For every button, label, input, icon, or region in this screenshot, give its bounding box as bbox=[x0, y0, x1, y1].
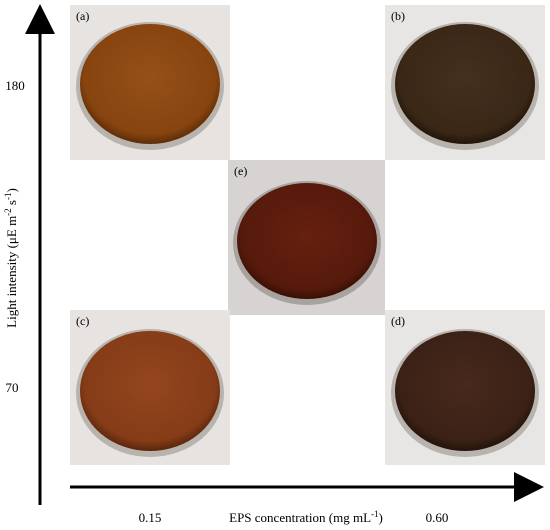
panel-b: (b) bbox=[385, 5, 545, 160]
panel-label: (a) bbox=[76, 9, 89, 23]
x-tick-label: 0.15 bbox=[139, 510, 162, 525]
label-part: Light intensity (μE m bbox=[4, 216, 19, 328]
label-sup: -1 bbox=[3, 192, 13, 200]
panel-a: (a) bbox=[70, 5, 230, 160]
panel-label: (d) bbox=[391, 314, 405, 328]
label-part: s bbox=[4, 200, 19, 208]
panel-e: (e) bbox=[228, 160, 385, 315]
panel-label: (c) bbox=[76, 314, 89, 328]
y-axis-label: Light intensity (μE m-2 s-1) bbox=[3, 188, 19, 328]
panel-label: (b) bbox=[391, 9, 405, 23]
y-tick-label: 180 bbox=[5, 78, 25, 93]
panel-d: (d) bbox=[385, 310, 545, 465]
y-tick-label: 70 bbox=[6, 380, 19, 395]
label-part: ) bbox=[379, 510, 383, 525]
label-part: EPS concentration (mg mL bbox=[229, 510, 371, 525]
label-sup: -2 bbox=[3, 208, 13, 216]
label-sup: -1 bbox=[371, 509, 379, 519]
label-part: ) bbox=[4, 188, 19, 192]
panel-label: (e) bbox=[234, 164, 247, 178]
panel-c: (c) bbox=[70, 310, 230, 465]
x-axis-label: EPS concentration (mg mL-1) bbox=[229, 509, 383, 525]
x-tick-label: 0.60 bbox=[426, 510, 449, 525]
